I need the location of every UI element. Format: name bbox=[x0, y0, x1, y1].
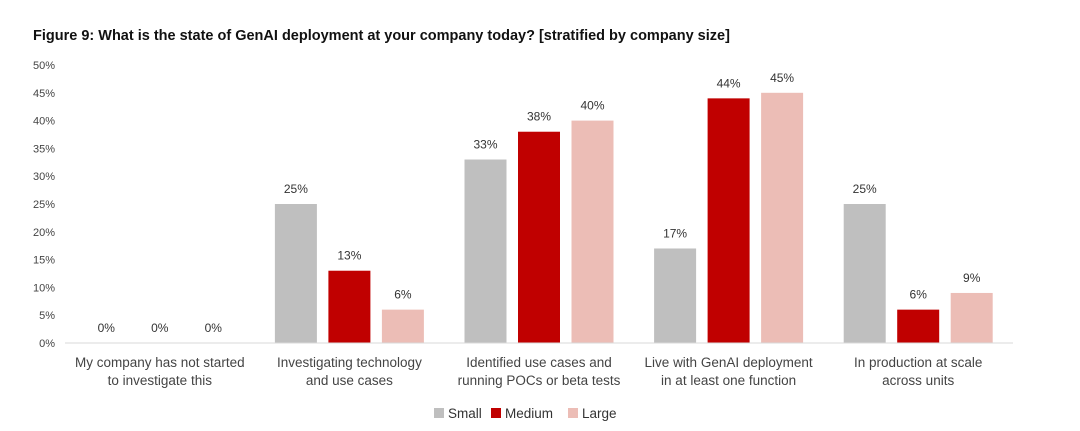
data-label: 0% bbox=[205, 321, 223, 335]
y-tick-label: 10% bbox=[33, 282, 55, 294]
data-label: 9% bbox=[963, 271, 981, 285]
legend-swatch-small bbox=[434, 408, 444, 418]
bar-large bbox=[381, 309, 424, 343]
y-tick-label: 35% bbox=[33, 143, 55, 155]
bar-medium bbox=[897, 309, 940, 343]
x-category-label: Identified use cases and running POCs or … bbox=[458, 355, 621, 388]
x-category-label: My company has not started to investigate… bbox=[75, 355, 245, 388]
data-label: 45% bbox=[770, 71, 794, 85]
legend-label-large: Large bbox=[582, 406, 617, 421]
legend-label-small: Small bbox=[448, 406, 482, 421]
x-category-label: Investigating technology and use cases bbox=[277, 355, 422, 388]
y-tick-label: 5% bbox=[39, 310, 55, 322]
y-axis: 0% 5% 10% 15% 20% 25% 30% 35% 40% 45% 50% bbox=[33, 60, 55, 350]
bar-large bbox=[761, 92, 804, 343]
data-label: 40% bbox=[580, 99, 604, 113]
legend: Small Medium Large bbox=[434, 406, 617, 421]
bar-small bbox=[654, 248, 697, 343]
x-category-label: Live with GenAI deployment in at least on… bbox=[645, 355, 813, 388]
y-tick-label: 45% bbox=[33, 88, 55, 100]
bar-medium bbox=[518, 131, 560, 343]
bar-medium bbox=[328, 270, 371, 343]
data-label: 0% bbox=[151, 321, 169, 335]
bar-large bbox=[950, 292, 993, 343]
y-tick-label: 50% bbox=[33, 60, 55, 72]
legend-swatch-medium bbox=[491, 408, 501, 418]
x-category-label: In production at scale across units bbox=[854, 355, 982, 388]
data-label: 0% bbox=[98, 321, 116, 335]
y-tick-label: 40% bbox=[33, 116, 55, 128]
data-label: 38% bbox=[527, 110, 551, 124]
bar-small bbox=[843, 204, 886, 343]
bar-small bbox=[464, 159, 507, 343]
data-label: 44% bbox=[717, 76, 741, 90]
y-tick-label: 0% bbox=[39, 338, 55, 350]
data-label: 25% bbox=[853, 182, 877, 196]
data-label: 33% bbox=[473, 138, 497, 152]
data-label: 17% bbox=[663, 226, 687, 240]
legend-swatch-large bbox=[568, 408, 578, 418]
bar-small bbox=[274, 204, 317, 343]
bars bbox=[274, 92, 993, 343]
data-labels: 0% 25% 33% 17% 25% 0% 13% 38% 44% 6% 0% 6% 40% 45% 9% bbox=[98, 71, 981, 335]
y-tick-label: 15% bbox=[33, 255, 55, 267]
data-label: 25% bbox=[284, 182, 308, 196]
bar-large bbox=[571, 120, 614, 343]
y-tick-label: 20% bbox=[33, 227, 55, 239]
y-tick-label: 25% bbox=[33, 199, 55, 211]
data-label: 13% bbox=[337, 249, 361, 263]
bar-medium bbox=[707, 98, 750, 343]
chart-title: Figure 9: What is the state of GenAI dep… bbox=[33, 28, 730, 44]
data-label: 6% bbox=[394, 288, 412, 302]
data-label: 6% bbox=[910, 288, 928, 302]
y-tick-label: 30% bbox=[33, 171, 55, 183]
legend-label-medium: Medium bbox=[505, 406, 553, 421]
x-axis: My company has not started to investigate… bbox=[65, 342, 1013, 388]
